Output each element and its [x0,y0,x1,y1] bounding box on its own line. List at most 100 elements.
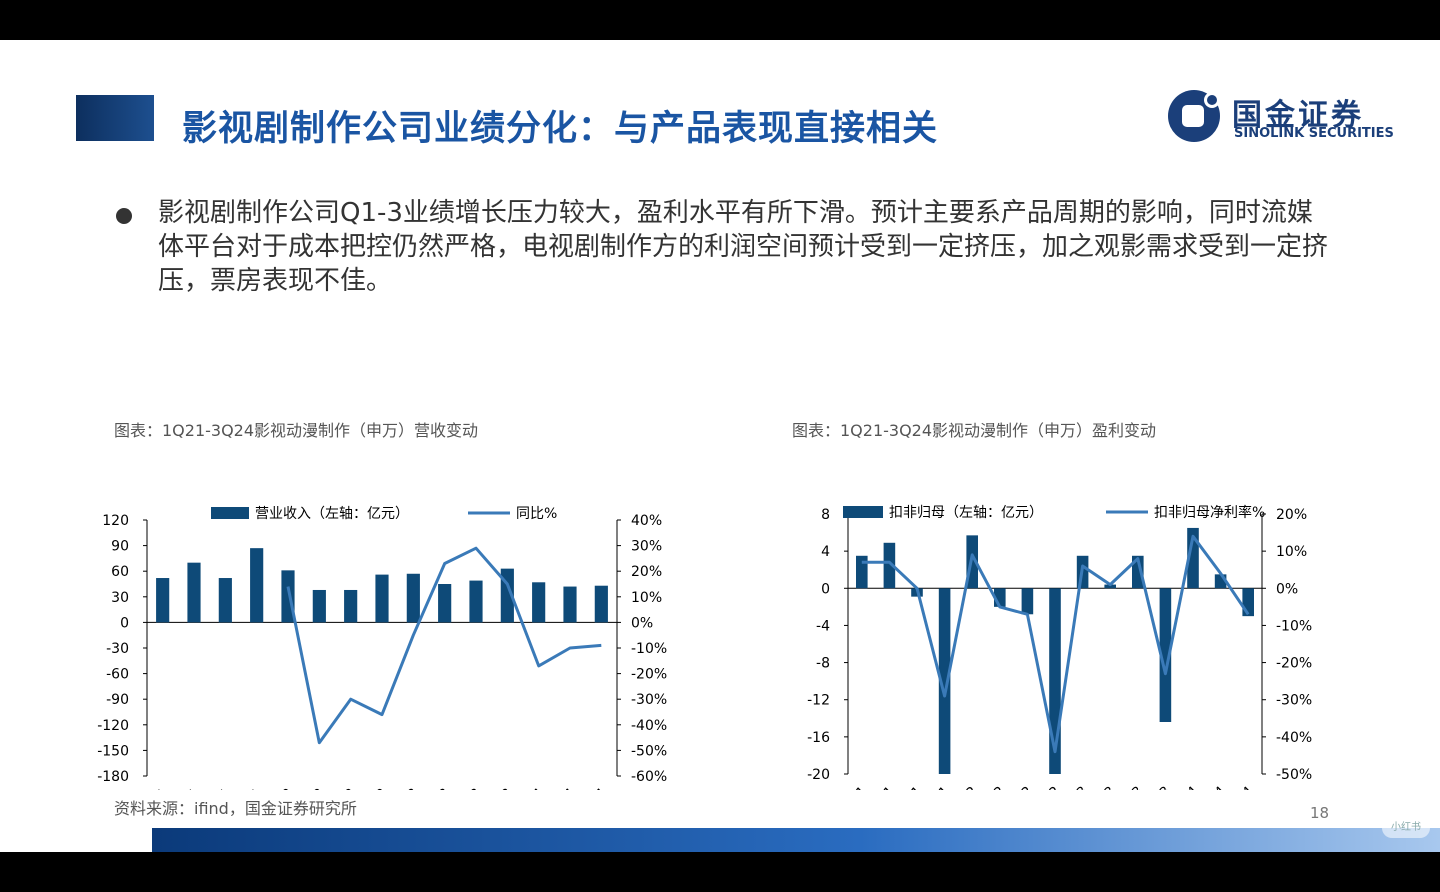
chart1-legend-line-label: 同比% [516,506,557,522]
chart1-bar [406,573,420,623]
chart1-category-label: 2Q23 [415,786,453,790]
chart1-line-series [286,546,602,745]
chart1-bar [532,582,546,623]
chart2-bar [1159,588,1172,722]
chart1-right-tick-label: 30% [631,539,662,555]
chart2-left-tick-label: -20 [807,767,830,783]
chart2-left-tick-label: -4 [816,618,830,634]
chart1-right-tick-label: -50% [631,743,667,759]
chart2-left-tick-label: 8 [821,507,830,523]
chart1-bar [218,578,232,623]
chart1-category-label: 4Q22 [353,786,391,790]
chart2-bar [1021,588,1034,615]
chart2-category-label: 3Q23 [1109,784,1147,790]
chart1-bar [312,589,326,623]
chart2-bar [1242,588,1254,617]
chart1-right-tick-label: 10% [631,590,662,606]
chart1-bar [563,586,577,623]
chart2-legend-line-label: 扣非归母净利率% [1154,504,1265,521]
logo-text-en: SINOLINK SECURITIES [1234,126,1394,141]
chart2-bar [856,555,868,589]
chart2-left-tick-label: -8 [816,656,830,672]
chart1-bar [469,580,483,623]
slide-title: 影视剧制作公司业绩分化：与产品表现直接相关 [182,109,939,149]
chart1-left-tick-label: -90 [106,692,129,708]
chart2-line-series [861,534,1250,754]
chart1-legend-bar-label: 营业收入（左轴：亿元） [255,506,409,522]
chart2-bar [1214,574,1227,589]
chart2-category-label: 1Q22 [943,784,981,790]
company-logo: 国金证券 SINOLINK SECURITIES [1168,88,1418,148]
chart1-right-tick-label: -30% [631,692,667,708]
page-number: 18 [1310,804,1330,822]
chart2-left-tick-label: 0 [821,581,830,597]
chart2-category-label: 2Q24 [1191,783,1229,790]
chart1-left-tick-label: 120 [102,513,129,529]
chart2-bar [1132,555,1144,589]
chart1-bar [438,584,452,623]
chart2-title: 图表：1Q21-3Q24影视动漫制作（申万）盈利变动 [792,421,1157,440]
watermark: 小红书 [1382,818,1430,838]
bullet-dot [116,208,132,224]
chart2-bar [1104,584,1116,589]
chart1-bar [187,562,201,623]
profit-chart: 8 4 0 -4 -8 -12 -16 -20 20% 10% 0% -10% -20% -30% -40%… [807,504,1312,790]
chart1-right-tick-label: 20% [631,564,662,580]
chart1-right-tick-label: -40% [631,718,667,734]
chart2-legend-bar-label: 扣非归母（左轴：亿元） [889,504,1043,521]
chart2-bar [883,542,896,589]
chart1-right-tick-label: 40% [631,513,662,529]
chart2-left-tick-label: -16 [807,730,830,746]
chart1-left-tick-label: -30 [106,641,129,657]
chart1-category-label: 4Q21 [227,786,265,790]
chart1-category-label: 3Q24 [572,785,610,790]
chart1-title: 图表：1Q21-3Q24影视动漫制作（申万）营收变动 [114,421,479,440]
chart2-right-tick-label: -50% [1276,767,1312,783]
chart1-bar [375,574,389,623]
chart1-right-tick-label: -60% [631,769,667,785]
chart1-left-tick-label: 60 [111,564,129,580]
chart1-category-label: 1Q21 [133,786,171,790]
chart1-left-tick-label: -150 [97,743,129,759]
chart1-category-label: 1Q22 [259,786,297,790]
logo-text-cn: 国金证券 [1232,98,1364,133]
chart1-category-label: 3Q22 [321,786,359,790]
chart1-left-tick-label: 90 [111,539,129,555]
chart1-right-tick-label: -20% [631,667,667,683]
chart2-legend-bar-swatch [843,506,883,518]
revenue-chart: 120 90 60 30 0 -30 -60 -90 -120 -150 -180 40% 30% 20%… [97,506,667,790]
chart2-right-tick-label: 20% [1276,507,1307,523]
chart2-bar [1049,588,1061,774]
chart2-right-tick-label: 10% [1276,544,1307,560]
chart2-category-label: 2Q21 [860,784,898,790]
chart1-category-label: 4Q23 [478,786,516,790]
chart1-left-tick-label: -60 [106,667,129,683]
bullet-text: 影视剧制作公司Q1-3业绩增长压力较大，盈利水平有所下滑。预计主要系产品周期的影… [158,198,1329,296]
chart1-left-tick-label: 0 [120,615,129,631]
chart1-category-label: 2Q24 [541,785,579,790]
slide: 影视剧制作公司业绩分化：与产品表现直接相关 国金证券 SINOLINK SECU… [0,40,1440,852]
chart1-right-tick-label: 0% [631,615,653,631]
chart1-right-tick-label: -10% [631,641,667,657]
chart1-category-label: 3Q23 [447,786,485,790]
chart2-category-label: 1Q24 [1164,783,1202,790]
chart2-category-label: 1Q21 [833,784,871,790]
chart1-category-label: 1Q23 [384,786,422,790]
chart1-left-tick-label: 30 [111,590,129,606]
chart2-right-tick-label: -40% [1276,730,1312,746]
chart1-legend-bar-swatch [211,507,249,519]
chart2-bar [1187,527,1199,589]
chart1-category-label: 1Q24 [509,785,547,790]
chart1-left-tick-label: -120 [97,718,129,734]
chart2-right-tick-label: -10% [1276,618,1312,634]
chart2-category-label: 3Q24 [1219,783,1257,790]
chart1-bar [344,589,358,623]
chart2-category-label: 4Q21 [915,784,953,790]
chart1-bar [594,585,608,623]
chart2-category-label: 3Q21 [888,784,926,790]
chart2-left-tick-label: 4 [821,544,830,560]
chart2-category-label: 3Q22 [998,784,1036,790]
chart2-right-tick-label: 0% [1276,581,1298,597]
source-note: 资料来源：ifind，国金证券研究所 [114,799,357,818]
chart2-category-label: 2Q22 [971,784,1009,790]
